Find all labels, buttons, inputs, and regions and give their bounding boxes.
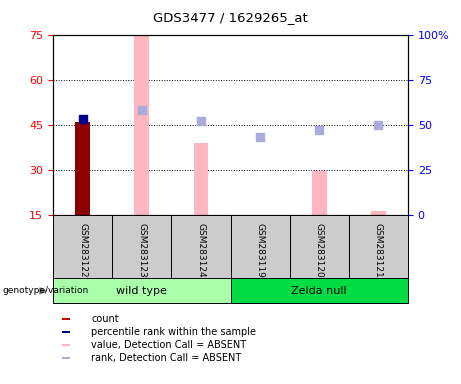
Bar bbox=[53, 215, 112, 278]
Bar bbox=[371, 210, 386, 215]
Text: count: count bbox=[91, 314, 119, 324]
Text: genotype/variation: genotype/variation bbox=[2, 286, 89, 295]
Bar bbox=[134, 36, 149, 215]
Point bbox=[79, 116, 86, 122]
Bar bbox=[312, 171, 327, 215]
Point bbox=[375, 122, 382, 128]
Text: wild type: wild type bbox=[116, 286, 167, 296]
Bar bbox=[230, 215, 290, 278]
Point bbox=[197, 118, 205, 124]
Text: Zelda null: Zelda null bbox=[291, 286, 347, 296]
Text: rank, Detection Call = ABSENT: rank, Detection Call = ABSENT bbox=[91, 353, 242, 363]
Bar bbox=[171, 215, 230, 278]
Text: GSM283119: GSM283119 bbox=[255, 223, 265, 278]
Text: GSM283120: GSM283120 bbox=[315, 223, 324, 277]
Point bbox=[256, 134, 264, 141]
Text: GSM283123: GSM283123 bbox=[137, 223, 146, 277]
Point bbox=[315, 127, 323, 133]
Bar bbox=[75, 122, 90, 215]
Text: GSM283124: GSM283124 bbox=[196, 223, 206, 277]
Bar bbox=[349, 215, 408, 278]
Bar bbox=[62, 357, 70, 359]
Bar bbox=[53, 278, 230, 303]
Point bbox=[138, 107, 145, 113]
Bar bbox=[62, 344, 70, 346]
Bar bbox=[290, 215, 349, 278]
Bar bbox=[62, 318, 70, 320]
Text: GSM283122: GSM283122 bbox=[78, 223, 87, 277]
Bar bbox=[62, 331, 70, 333]
Text: percentile rank within the sample: percentile rank within the sample bbox=[91, 328, 256, 338]
Bar bbox=[194, 143, 208, 215]
Bar bbox=[230, 278, 408, 303]
Text: value, Detection Call = ABSENT: value, Detection Call = ABSENT bbox=[91, 340, 246, 350]
Bar bbox=[112, 215, 171, 278]
Text: GDS3477 / 1629265_at: GDS3477 / 1629265_at bbox=[153, 12, 308, 25]
Text: GSM283121: GSM283121 bbox=[374, 223, 383, 277]
